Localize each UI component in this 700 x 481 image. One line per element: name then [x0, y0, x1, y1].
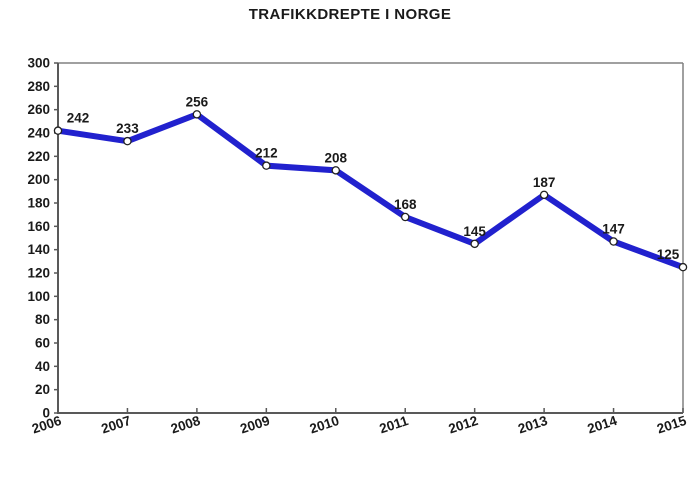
x-axis-tick-label: 2013: [516, 413, 550, 437]
x-axis-tick-label: 2008: [169, 413, 203, 437]
y-axis-tick-label: 220: [27, 149, 50, 164]
x-axis-tick-label: 2012: [447, 413, 480, 437]
y-axis-tick-label: 120: [27, 266, 50, 281]
y-axis-tick-label: 180: [27, 196, 50, 211]
series-line: [57, 110, 685, 270]
data-point-marker: [470, 239, 479, 249]
y-axis-tick-label: 160: [27, 219, 50, 234]
y-axis-tick-label: 100: [27, 289, 50, 304]
data-point-marker: [53, 126, 63, 135]
data-point-marker: [678, 262, 688, 272]
x-axis-tick-label: 2011: [378, 413, 411, 436]
y-axis-tick-label: 300: [27, 56, 50, 71]
data-point-marker: [400, 212, 410, 222]
x-axis-tick-label: 2009: [238, 413, 271, 437]
data-point-marker: [262, 161, 271, 170]
data-point-label: 208: [325, 150, 348, 165]
data-point-label: 233: [116, 121, 139, 136]
data-point-label: 125: [657, 247, 680, 262]
data-point-marker: [539, 190, 549, 200]
x-axis-tick-label: 2006: [30, 413, 64, 437]
y-axis-tick-label: 0: [42, 406, 50, 421]
data-point-marker: [331, 166, 341, 175]
y-axis-tick-label: 40: [35, 359, 50, 374]
y-axis-tick-label: 200: [27, 172, 50, 187]
data-point-label: 242: [67, 111, 90, 126]
y-axis-tick-label: 60: [35, 336, 50, 351]
data-point-marker: [192, 110, 202, 119]
data-point-marker: [123, 136, 132, 146]
y-axis-tick-label: 260: [27, 102, 50, 117]
y-axis-tick-label: 20: [35, 382, 50, 397]
y-axis-tick-label: 140: [27, 242, 50, 257]
data-point-label: 256: [186, 94, 209, 109]
chart-title: TRAFIKKDREPTE I NORGE: [248, 6, 452, 23]
data-point-label: 145: [463, 224, 486, 239]
data-point-label: 147: [602, 222, 625, 237]
x-axis-tick-label: 2015: [655, 413, 689, 437]
y-axis-tick-label: 80: [35, 312, 50, 327]
data-point-label: 212: [255, 146, 278, 161]
data-point-label: 168: [394, 197, 417, 212]
y-axis-tick-label: 240: [27, 126, 50, 141]
data-point-label: 187: [533, 175, 556, 190]
x-axis-tick-label: 2010: [308, 413, 341, 437]
data-point-marker: [609, 237, 618, 246]
x-axis-tick-label: 2007: [99, 413, 132, 437]
x-axis-tick-label: 2014: [586, 413, 620, 437]
y-axis-tick-label: 280: [27, 79, 50, 94]
